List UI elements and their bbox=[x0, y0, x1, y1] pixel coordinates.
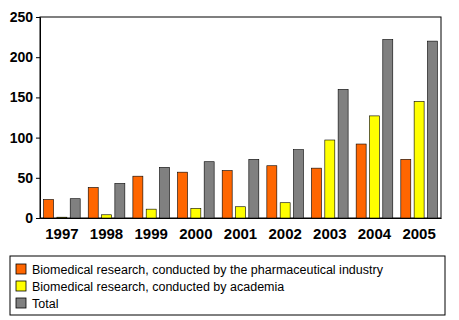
legend-swatch bbox=[16, 281, 26, 291]
legend-frame bbox=[10, 256, 445, 315]
bar bbox=[401, 159, 411, 218]
x-axis: 1997 1998 1999 2000 2001 2002 2003 2004 2005 bbox=[41, 219, 442, 242]
bar bbox=[102, 215, 112, 218]
tick-label: 250 bbox=[10, 9, 34, 25]
bar bbox=[57, 217, 67, 218]
tick-label: 200 bbox=[10, 49, 34, 65]
background bbox=[0, 0, 459, 320]
tick-label: 2004 bbox=[358, 225, 392, 242]
bar bbox=[236, 207, 246, 218]
tick: 250 bbox=[10, 9, 40, 25]
bar bbox=[369, 116, 379, 218]
tick-label: 1999 bbox=[135, 225, 168, 242]
bar bbox=[356, 144, 366, 218]
tick-label: 2005 bbox=[402, 225, 435, 242]
tick-mark bbox=[36, 97, 40, 98]
tick: 2001 bbox=[224, 225, 257, 242]
bar bbox=[178, 172, 188, 218]
bars bbox=[44, 40, 438, 218]
tick: 0 bbox=[25, 210, 40, 226]
series bbox=[57, 101, 424, 218]
tick-label: 150 bbox=[10, 89, 34, 105]
bar bbox=[70, 199, 80, 218]
legend-label: Biomedical research, conducted by the ph… bbox=[32, 263, 384, 277]
tick-label: 2000 bbox=[179, 225, 212, 242]
tick-label: 2003 bbox=[313, 225, 346, 242]
bar bbox=[312, 168, 322, 218]
bar bbox=[44, 200, 54, 218]
tick-mark bbox=[36, 17, 40, 18]
plot: 0 50 100 150 200 250 1997 1998 1999 2000 2001 2002 2… bbox=[10, 9, 442, 242]
bar bbox=[338, 89, 348, 218]
tick: 2003 bbox=[313, 225, 346, 242]
tick: 1999 bbox=[135, 225, 168, 242]
tick-label: 1997 bbox=[45, 225, 78, 242]
bar bbox=[414, 101, 424, 218]
axis-line bbox=[36, 18, 41, 219]
tick: 100 bbox=[10, 130, 40, 146]
tick-label: 2001 bbox=[224, 225, 257, 242]
bar bbox=[427, 41, 437, 218]
bar bbox=[293, 150, 303, 218]
tick-label: 1998 bbox=[90, 225, 123, 242]
tick: 150 bbox=[10, 89, 40, 105]
y-axis: 0 50 100 150 200 250 bbox=[10, 9, 41, 226]
legend-label: Biomedical research, conducted by academ… bbox=[32, 280, 284, 294]
bar bbox=[88, 187, 98, 218]
legend-label: Total bbox=[32, 297, 58, 311]
tick: 1997 bbox=[45, 225, 78, 242]
tick: 200 bbox=[10, 49, 40, 65]
tick: 2002 bbox=[268, 225, 301, 242]
tick-label: 50 bbox=[17, 170, 33, 186]
tick-mark bbox=[36, 178, 40, 179]
bar bbox=[267, 166, 277, 218]
tick-mark bbox=[36, 218, 40, 219]
tick-mark bbox=[36, 57, 40, 58]
axis-line bbox=[41, 218, 442, 219]
tick-label: 0 bbox=[25, 210, 33, 226]
tick-label: 100 bbox=[10, 130, 34, 146]
series bbox=[44, 144, 411, 218]
bar bbox=[191, 208, 201, 218]
bar bbox=[249, 159, 259, 218]
tick: 2000 bbox=[179, 225, 212, 242]
bar bbox=[383, 40, 393, 218]
bar bbox=[222, 171, 232, 218]
bar bbox=[280, 203, 290, 218]
tick: 1998 bbox=[90, 225, 123, 242]
series bbox=[70, 40, 437, 218]
tick-mark bbox=[36, 138, 40, 139]
plot-frame bbox=[40, 17, 441, 218]
tick: 2005 bbox=[402, 225, 435, 242]
bar bbox=[204, 162, 214, 218]
bar bbox=[160, 167, 170, 218]
legend-swatch bbox=[16, 298, 26, 308]
chart: 0 50 100 150 200 250 1997 1998 1999 2000 2001 2002 2… bbox=[0, 0, 459, 320]
bar bbox=[115, 183, 125, 218]
bar bbox=[133, 176, 143, 218]
tick: 50 bbox=[17, 170, 40, 186]
tick: 2004 bbox=[358, 225, 392, 242]
bar bbox=[146, 209, 156, 218]
tick-label: 2002 bbox=[268, 225, 301, 242]
legend-swatch bbox=[16, 264, 26, 274]
bar bbox=[325, 140, 335, 218]
legend: Biomedical research, conducted by the ph… bbox=[10, 256, 445, 315]
